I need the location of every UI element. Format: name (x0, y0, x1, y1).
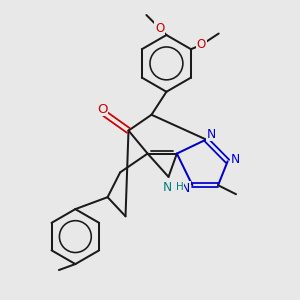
Text: O: O (197, 38, 206, 51)
Text: N: N (181, 182, 190, 195)
Text: N: N (230, 153, 240, 167)
Text: N: N (162, 181, 172, 194)
Text: N: N (207, 128, 216, 141)
Text: O: O (97, 103, 107, 116)
Text: H: H (176, 182, 184, 192)
Text: O: O (155, 22, 164, 35)
